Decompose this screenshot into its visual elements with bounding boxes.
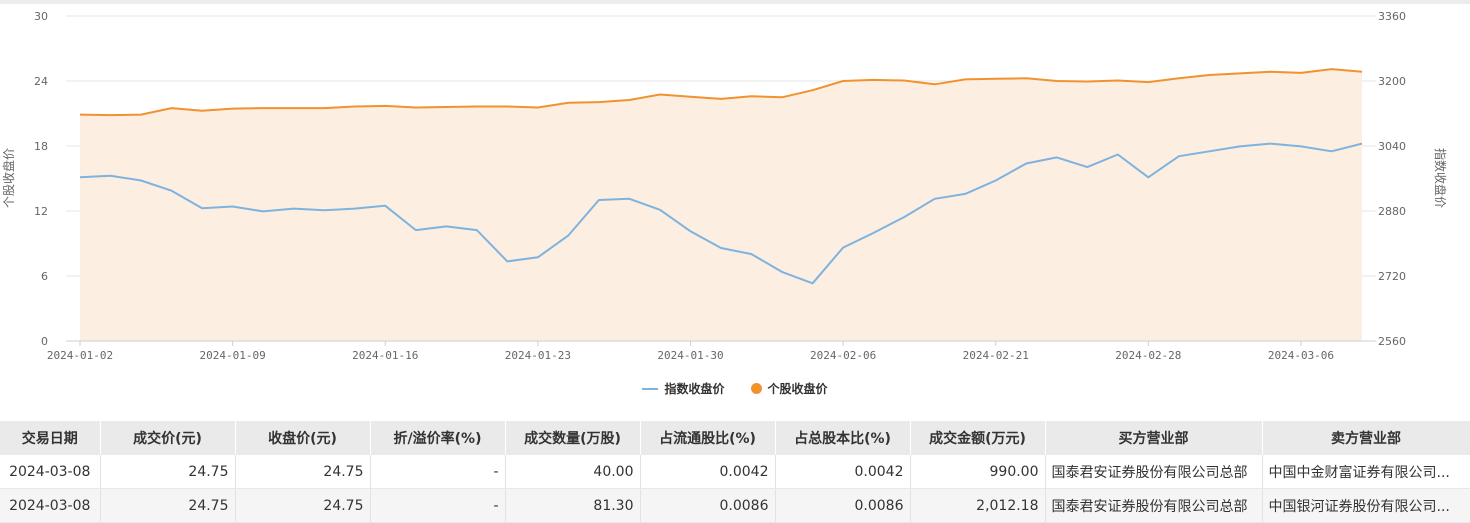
y-right-tick-label: 3360 <box>1378 10 1406 23</box>
y-right-tick-label: 3040 <box>1378 140 1406 153</box>
stock-area-fill <box>80 69 1362 341</box>
cell-buyer: 国泰君安证券股份有限公司总部 <box>1045 489 1262 523</box>
x-tick-label: 2024-01-30 <box>657 349 723 362</box>
table-row: 2024-03-08 24.75 24.75 - 40.00 0.0042 0.… <box>0 455 1470 489</box>
y-right-tick-label: 2880 <box>1378 205 1406 218</box>
header-seller[interactable]: 卖方营业部 <box>1262 421 1470 455</box>
y-left-tick-label: 24 <box>34 75 48 88</box>
line-marker-icon <box>642 388 658 390</box>
y-right-tick-label: 2560 <box>1378 335 1406 348</box>
y-right-axis-title: 指数收盘价 <box>1433 148 1448 208</box>
cell-seller: 中国中金财富证券有限公司... <box>1262 455 1470 489</box>
header-close-price[interactable]: 收盘价(元) <box>235 421 370 455</box>
cell-amount: 990.00 <box>910 455 1045 489</box>
cell-amount: 2,012.18 <box>910 489 1045 523</box>
legend-label-index: 指数收盘价 <box>664 380 724 397</box>
cell-seller: 中国银河证券股份有限公司... <box>1262 489 1470 523</box>
x-tick-label: 2024-01-02 <box>47 349 113 362</box>
x-tick-label: 2024-02-06 <box>810 349 876 362</box>
y-left-tick-label: 6 <box>41 270 48 283</box>
cell-close-price: 24.75 <box>235 455 370 489</box>
cell-total-ratio: 0.0086 <box>775 489 910 523</box>
dot-marker-icon <box>751 383 762 394</box>
legend-label-stock: 个股收盘价 <box>768 380 828 397</box>
cell-volume: 40.00 <box>505 455 640 489</box>
block-trade-table: 交易日期 成交价(元) 收盘价(元) 折/溢价率(%) 成交数量(万股) 占流通… <box>0 421 1470 523</box>
x-tick-label: 2024-01-09 <box>200 349 266 362</box>
x-tick-label: 2024-01-16 <box>352 349 418 362</box>
y-left-tick-label: 0 <box>41 335 48 348</box>
cell-trade-date: 2024-03-08 <box>0 489 100 523</box>
header-buyer[interactable]: 买方营业部 <box>1045 421 1262 455</box>
cell-float-ratio: 0.0086 <box>640 489 775 523</box>
y-right-tick-label: 3200 <box>1378 75 1406 88</box>
y-left-tick-label: 30 <box>34 10 48 23</box>
x-tick-label: 2024-03-06 <box>1268 349 1334 362</box>
header-total-ratio[interactable]: 占总股本比(%) <box>775 421 910 455</box>
cell-total-ratio: 0.0042 <box>775 455 910 489</box>
cell-trade-price: 24.75 <box>100 489 235 523</box>
cell-float-ratio: 0.0042 <box>640 455 775 489</box>
table-header-row: 交易日期 成交价(元) 收盘价(元) 折/溢价率(%) 成交数量(万股) 占流通… <box>0 421 1470 455</box>
legend-item-stock[interactable]: 个股收盘价 <box>751 380 828 397</box>
x-tick-label: 2024-02-21 <box>963 349 1029 362</box>
cell-premium-rate: - <box>370 455 505 489</box>
cell-volume: 81.30 <box>505 489 640 523</box>
cell-trade-date: 2024-03-08 <box>0 455 100 489</box>
x-tick-label: 2024-01-23 <box>505 349 571 362</box>
header-premium-rate[interactable]: 折/溢价率(%) <box>370 421 505 455</box>
y-left-axis-title: 个股收盘价 <box>1 148 16 208</box>
header-volume[interactable]: 成交数量(万股) <box>505 421 640 455</box>
cell-premium-rate: - <box>370 489 505 523</box>
table-row: 2024-03-08 24.75 24.75 - 81.30 0.0086 0.… <box>0 489 1470 523</box>
y-left-tick-label: 18 <box>34 140 48 153</box>
cell-buyer: 国泰君安证券股份有限公司总部 <box>1045 455 1262 489</box>
cell-trade-price: 24.75 <box>100 455 235 489</box>
header-trade-date[interactable]: 交易日期 <box>0 421 100 455</box>
header-trade-price[interactable]: 成交价(元) <box>100 421 235 455</box>
cell-close-price: 24.75 <box>235 489 370 523</box>
header-amount[interactable]: 成交金额(万元) <box>910 421 1045 455</box>
y-right-tick-label: 2720 <box>1378 270 1406 283</box>
stock-area-layer <box>80 69 1362 341</box>
chart-legend: 指数收盘价 个股收盘价 <box>0 380 1470 397</box>
x-tick-label: 2024-02-28 <box>1115 349 1181 362</box>
header-float-ratio[interactable]: 占流通股比(%) <box>640 421 775 455</box>
y-left-tick-label: 12 <box>34 205 48 218</box>
price-chart: 0 2560 6 2720 12 2880 18 3040 24 3200 30 3360 2024-0… <box>0 0 1470 372</box>
legend-item-index[interactable]: 指数收盘价 <box>642 380 724 397</box>
